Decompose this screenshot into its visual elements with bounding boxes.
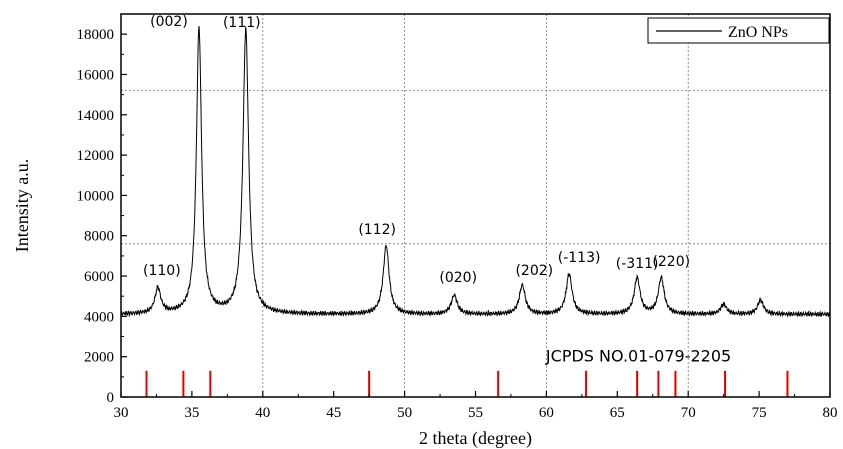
peak-label: (112) [358,222,396,238]
y-tick-label: 14000 [77,108,115,124]
series-line-zno-nps [120,26,831,318]
x-tick-label: 45 [326,405,341,421]
y-tick-label: 10000 [77,188,115,204]
x-tick-label: 75 [752,405,767,421]
reference-label: JCPDS NO.01-079-2205 [545,347,731,366]
peak-label: (-311) [616,256,659,272]
peak-label: (202) [515,263,553,279]
x-tick-label: 60 [539,405,554,421]
x-tick-label: 70 [681,405,696,421]
y-tick-label: 0 [107,390,115,406]
gridlines [121,14,830,397]
y-tick-label: 6000 [84,269,114,285]
y-tick-label: 12000 [77,148,115,164]
y-tick-label: 4000 [84,309,114,325]
x-tick-label: 35 [184,405,199,421]
peak-label: (110) [143,263,181,279]
legend: ZnO NPs [647,17,830,44]
peak-labels: (110) (002) (111) (112) (020) (202) (-113) (-31… [143,14,690,286]
y-tick-label: 2000 [84,350,114,366]
y-tick-label: 16000 [77,67,115,83]
x-tick-label: 50 [397,405,412,421]
y-axis-title: Intensity a.u. [12,159,32,252]
peak-label: (111) [223,15,261,31]
legend-entry: ZnO NPs [728,24,788,41]
peak-label: (-113) [558,250,601,266]
y-tick-label: 8000 [84,229,114,245]
x-tick-label: 80 [823,405,838,421]
x-tick-label: 40 [255,405,270,421]
reference-bars [145,370,789,397]
peak-label: (020) [439,270,477,286]
y-axis: 0 2000 4000 6000 8000 10000 12000 14000 16000 180… [77,27,127,406]
plot-frame [120,13,831,398]
peak-label: (220) [652,254,690,270]
x-tick-label: 30 [114,405,129,421]
x-axis: 30 35 40 45 50 55 60 65 70 75 80 [114,391,838,421]
y-tick-label: 18000 [77,27,115,43]
peak-label: (002) [150,14,188,30]
x-axis-title: 2 theta (degree) [419,428,532,449]
x-tick-label: 65 [610,405,625,421]
x-tick-label: 55 [468,405,483,421]
